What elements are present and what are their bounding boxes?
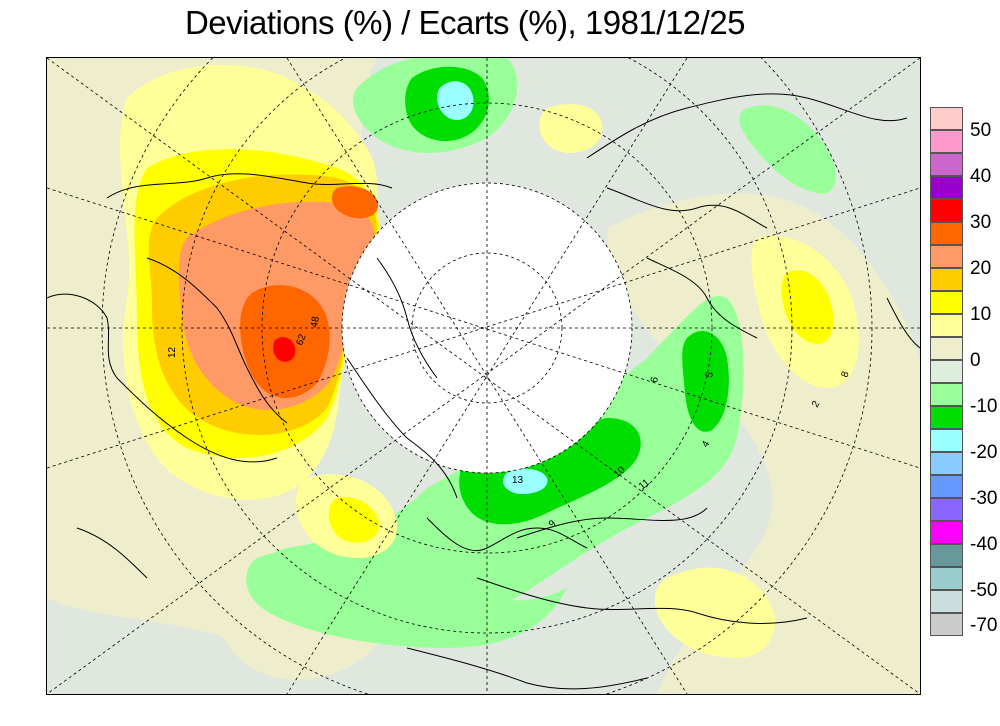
legend-label: 40 [970, 166, 992, 187]
contour-10-yellow-east [781, 270, 834, 344]
legend-swatch [930, 613, 963, 636]
contour-30-red-peak [273, 337, 296, 362]
graticule [47, 58, 920, 694]
legend-swatch [930, 199, 963, 222]
map-title: Deviations (%) / Ecarts (%), 1981/12/25 [184, 4, 746, 41]
map-label-13: 13 [512, 475, 524, 486]
map-label-5: 5 [704, 371, 716, 379]
map-label-6: 6 [649, 376, 661, 384]
legend-label: -50 [970, 580, 998, 601]
legend-swatch [930, 452, 963, 475]
map-canvas: 62 48 12 13 10 11 6 9 8 5 4 2 [47, 58, 920, 694]
legend-swatch [930, 314, 963, 337]
legend-swatch [930, 107, 963, 130]
legend-swatch [930, 521, 963, 544]
legend-swatch [930, 245, 963, 268]
legend-swatch [930, 475, 963, 498]
legend-label: -30 [970, 488, 998, 509]
legend-swatch [930, 429, 963, 452]
contour-minus20-cyan-north [437, 81, 474, 120]
map-label-62: 62 [294, 332, 308, 347]
legend-swatch [930, 406, 963, 429]
map-label-4: 4 [700, 439, 713, 450]
legend-swatch [930, 153, 963, 176]
legend-label: 0 [970, 350, 981, 371]
legend-swatch [930, 498, 963, 521]
legend-swatch [930, 337, 963, 360]
legend-swatch [930, 360, 963, 383]
map-label-12: 12 [167, 346, 178, 358]
legend-label: 30 [970, 212, 992, 233]
coastlines [47, 93, 920, 690]
legend-label: 50 [970, 120, 992, 141]
legend-label: -20 [970, 442, 998, 463]
map-label-48: 48 [309, 315, 322, 328]
contour-minus20-cyan-scandinavia [502, 468, 548, 494]
contour-30-dark-orange-north [332, 186, 379, 219]
legend-swatch [930, 291, 963, 314]
legend-swatch [930, 222, 963, 245]
map-label-2: 2 [810, 399, 823, 410]
legend-swatch [930, 268, 963, 291]
legend-swatch [930, 567, 963, 590]
legend-label: -70 [970, 614, 998, 636]
contour-10-20-southeast [654, 567, 776, 658]
deviation-map: 62 48 12 13 10 11 6 9 8 5 4 2 [46, 57, 921, 695]
legend-swatch [930, 544, 963, 567]
legend-swatch [930, 590, 963, 613]
legend-swatch [930, 383, 963, 406]
map-label-8: 8 [839, 370, 851, 379]
contour-10-yellow-south [328, 497, 380, 543]
legend-label: -10 [970, 396, 998, 417]
contour-10-20-north [539, 104, 603, 153]
contour-minus10-northeast [739, 105, 836, 194]
legend-swatch [930, 176, 963, 199]
legend-swatch [930, 130, 963, 153]
contour-minus20-east [682, 330, 729, 432]
legend-label: -40 [970, 534, 998, 555]
legend-label: 10 [970, 304, 992, 325]
legend-label: 20 [970, 258, 992, 279]
map-label-9: 9 [547, 518, 559, 530]
